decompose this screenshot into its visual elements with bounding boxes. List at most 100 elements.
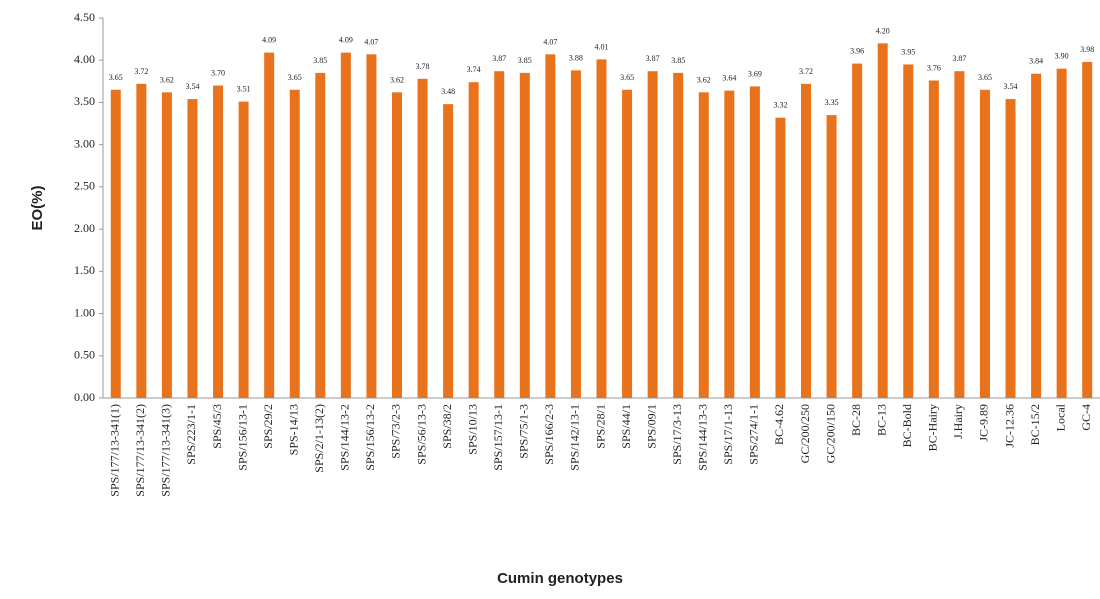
bar [443,104,454,398]
x-tick-label: SPS/157/13-1 [491,404,505,471]
value-label: 4.20 [876,26,890,35]
bar [622,89,633,399]
x-tick-label: JC-9.89 [977,404,991,442]
x-tick-label: SPS/17/3-13 [670,404,684,465]
value-label: 3.87 [492,54,506,63]
bar [775,117,786,399]
y-axis-title: EO(%) [29,185,46,230]
x-tick-label: SPS/09/1 [644,404,658,449]
x-tick-label: GC/200/250 [798,404,812,463]
value-label: 3.98 [1080,45,1094,54]
x-tick-label: BC-13 [874,404,888,436]
x-tick-label: J.Hairy [951,404,965,439]
y-tick-label: 1.50 [74,263,95,277]
value-label: 3.96 [850,47,864,56]
x-tick-label: SPS/156/13-1 [235,404,249,471]
value-label: 3.32 [773,101,787,110]
y-tick-label: 2.50 [74,179,95,193]
x-tick-label: Local [1053,403,1067,431]
bar [877,43,888,398]
bar [340,52,351,398]
value-label: 4.07 [364,37,378,46]
bar [366,54,377,399]
value-label: 3.65 [978,73,992,82]
value-label: 3.65 [620,73,634,82]
bar [264,52,275,398]
bar [136,83,147,398]
bar [596,59,607,398]
bar [161,92,172,399]
bar [698,92,709,399]
x-tick-label: SPS/45/3 [210,404,224,449]
bar [187,99,198,399]
value-label: 3.87 [952,54,966,63]
bar [494,71,505,398]
value-label: 3.85 [313,56,327,65]
value-label: 3.62 [697,75,711,84]
x-tick-label: SPS/2/1-13(2) [312,404,326,473]
y-tick-label: 1.00 [74,305,95,319]
bar [647,71,658,398]
value-label: 3.84 [1029,57,1043,66]
bar [417,78,428,399]
x-tick-label: SPS/144/13-3 [696,404,710,471]
bar [673,72,684,398]
x-tick-label: SPS/177/13-341(2) [133,404,147,497]
bar [979,89,990,399]
bar [315,72,326,398]
x-tick-label: BC-Hairy [926,404,940,451]
x-tick-label: BC-15/2 [1028,404,1042,445]
x-tick-label: SPS/177/13-341(1) [108,404,122,497]
x-tick-label: SPS/44/1 [619,404,633,449]
bar [1005,99,1016,399]
bar [852,63,863,398]
value-label: 3.35 [825,98,839,107]
value-label: 3.88 [569,53,583,62]
y-tick-label: 3.00 [74,136,95,150]
value-label: 3.65 [288,73,302,82]
bar [801,83,812,398]
bar [519,72,530,398]
x-tick-label: SPS/38/2 [440,404,454,449]
value-label: 3.48 [441,87,455,96]
y-tick-label: 0.00 [74,390,95,404]
bar [826,115,837,398]
x-tick-label: BC-28 [849,404,863,436]
bar [1031,73,1042,398]
x-tick-label: SPS/166/2-3 [542,404,556,465]
x-tick-label: SPS/177/13-341(3) [159,404,173,497]
x-tick-label: SPS/10/13 [465,404,479,455]
bar [570,70,581,398]
y-tick-label: 0.50 [74,348,95,362]
x-axis-title: Cumin genotypes [497,570,623,587]
bar [238,101,249,398]
value-label: 3.62 [160,75,174,84]
x-tick-label: SPS/73/2-3 [389,404,403,459]
value-label: 3.74 [467,65,481,74]
x-tick-label: SPS/29/2 [261,404,275,449]
x-tick-label: SPS/17/1-13 [721,404,735,465]
value-label: 3.85 [518,56,532,65]
value-label: 3.87 [646,54,660,63]
x-tick-label: SPS/75/1-3 [517,404,531,459]
bar [110,89,121,399]
x-tick-label: GC-4 [1079,404,1093,431]
y-tick-label: 4.00 [74,52,95,66]
value-label: 3.51 [237,85,251,94]
x-tick-label: SPS-14/13 [286,404,300,455]
value-label: 3.69 [748,69,762,78]
x-tick-label: BC-Bold [900,404,914,447]
value-label: 4.09 [339,36,353,45]
x-tick-label: JC-12.36 [1002,404,1016,448]
value-label: 3.72 [134,67,148,76]
x-tick-label: GC/200/150 [823,404,837,463]
x-tick-label: SPS/223/1-1 [184,404,198,465]
x-tick-label: SPS/144/13-2 [338,404,352,471]
value-label: 3.64 [722,74,736,83]
value-label: 3.85 [671,56,685,65]
value-label: 3.62 [390,75,404,84]
bar [213,85,224,399]
value-label: 3.72 [799,67,813,76]
value-label: 3.95 [901,47,915,56]
